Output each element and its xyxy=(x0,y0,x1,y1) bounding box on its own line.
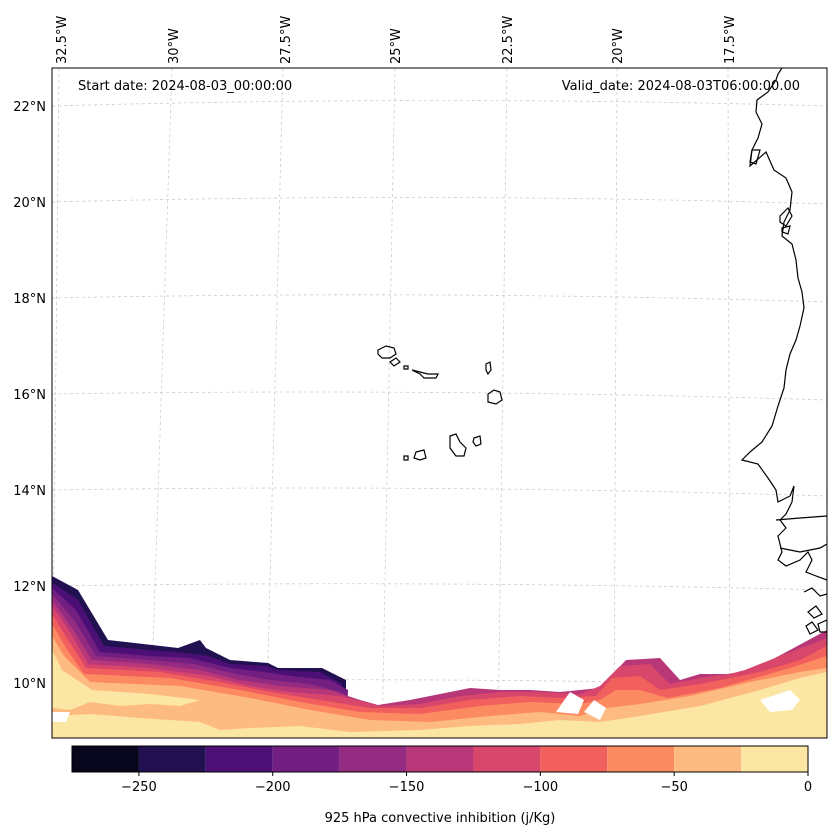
map-frame xyxy=(51,67,828,739)
coast-inlet-2 xyxy=(779,543,827,553)
island-fogo xyxy=(413,449,427,461)
coastlines xyxy=(377,68,827,635)
map-area xyxy=(52,68,827,738)
lon-label: 22.5°W xyxy=(501,16,516,64)
island-santo-antao xyxy=(377,345,397,359)
colorbar-tick-label: −150 xyxy=(389,780,425,795)
bijagos xyxy=(803,587,827,635)
island-maio xyxy=(472,435,482,447)
valid-date-label: Valid_date: 2024-08-03T06:00:00.00 xyxy=(562,79,800,94)
colorbar-swatch xyxy=(741,746,808,772)
cin-contours xyxy=(52,576,827,738)
colorbar-tick-label: −100 xyxy=(523,780,559,795)
island-brava xyxy=(403,455,409,461)
colorbar-tick-label: −200 xyxy=(255,780,291,795)
colorbar-swatch xyxy=(473,746,541,772)
nodata-gap-3 xyxy=(760,690,800,712)
lat-label: 10°N xyxy=(13,677,46,692)
island-santa-luzia xyxy=(403,365,409,370)
island-sal xyxy=(485,361,492,376)
colorbar-swatch xyxy=(272,746,340,772)
colorbar: −250 −200 −150 −100 −50 0 xyxy=(71,745,812,795)
colorbar-swatch xyxy=(72,746,139,772)
colorbar-swatch xyxy=(674,746,742,772)
island-sao-vicente xyxy=(389,357,401,367)
island-santiago xyxy=(449,433,467,457)
lon-label: 30°W xyxy=(167,28,182,64)
nodata-gap xyxy=(556,692,584,714)
lat-label: 14°N xyxy=(13,484,46,499)
island-boa-vista xyxy=(487,389,503,405)
nodata-gap-2 xyxy=(584,700,606,720)
contour-level--25 xyxy=(52,650,200,710)
lat-label: 16°N xyxy=(13,388,46,403)
colorbar-swatch xyxy=(138,746,206,772)
lon-label: 27.5°W xyxy=(279,16,294,64)
nodata-gap-4 xyxy=(52,712,70,722)
colorbar-label: 925 hPa convective inhibition (j/Kg) xyxy=(325,811,556,826)
lon-label: 20°W xyxy=(611,28,626,64)
lat-label: 22°N xyxy=(13,100,46,115)
colorbar-tick-label: −50 xyxy=(660,780,687,795)
colorbar-swatch xyxy=(339,746,407,772)
colorbar-tick-label: 0 xyxy=(804,780,812,795)
lon-label: 25°W xyxy=(389,28,404,64)
contour-level--50 xyxy=(52,636,827,738)
colorbar-swatch xyxy=(406,746,474,772)
coast-inlet-1 xyxy=(775,515,827,521)
lon-labels: 32.5°W 30°W 27.5°W 25°W 22.5°W 20°W 17.5… xyxy=(55,16,738,64)
colorbar-swatch xyxy=(607,746,675,772)
colorbar-swatch xyxy=(540,746,608,772)
lon-label: 32.5°W xyxy=(55,16,70,64)
colorbar-frame xyxy=(71,745,809,773)
lat-label: 20°N xyxy=(13,196,46,211)
lat-labels: 22°N 20°N 18°N 16°N 14°N 12°N 10°N xyxy=(13,100,46,692)
island-sao-nicolau xyxy=(411,369,439,379)
lat-label: 12°N xyxy=(13,580,46,595)
lon-label: 17.5°W xyxy=(723,16,738,64)
contour-level--25-south xyxy=(52,672,827,738)
lat-label: 18°N xyxy=(13,292,46,307)
coast-detail xyxy=(749,149,793,235)
start-date-label: Start date: 2024-08-03_00:00:00 xyxy=(78,79,292,94)
colorbar-tick-label: −250 xyxy=(121,780,157,795)
colorbar-swatch xyxy=(205,746,273,772)
